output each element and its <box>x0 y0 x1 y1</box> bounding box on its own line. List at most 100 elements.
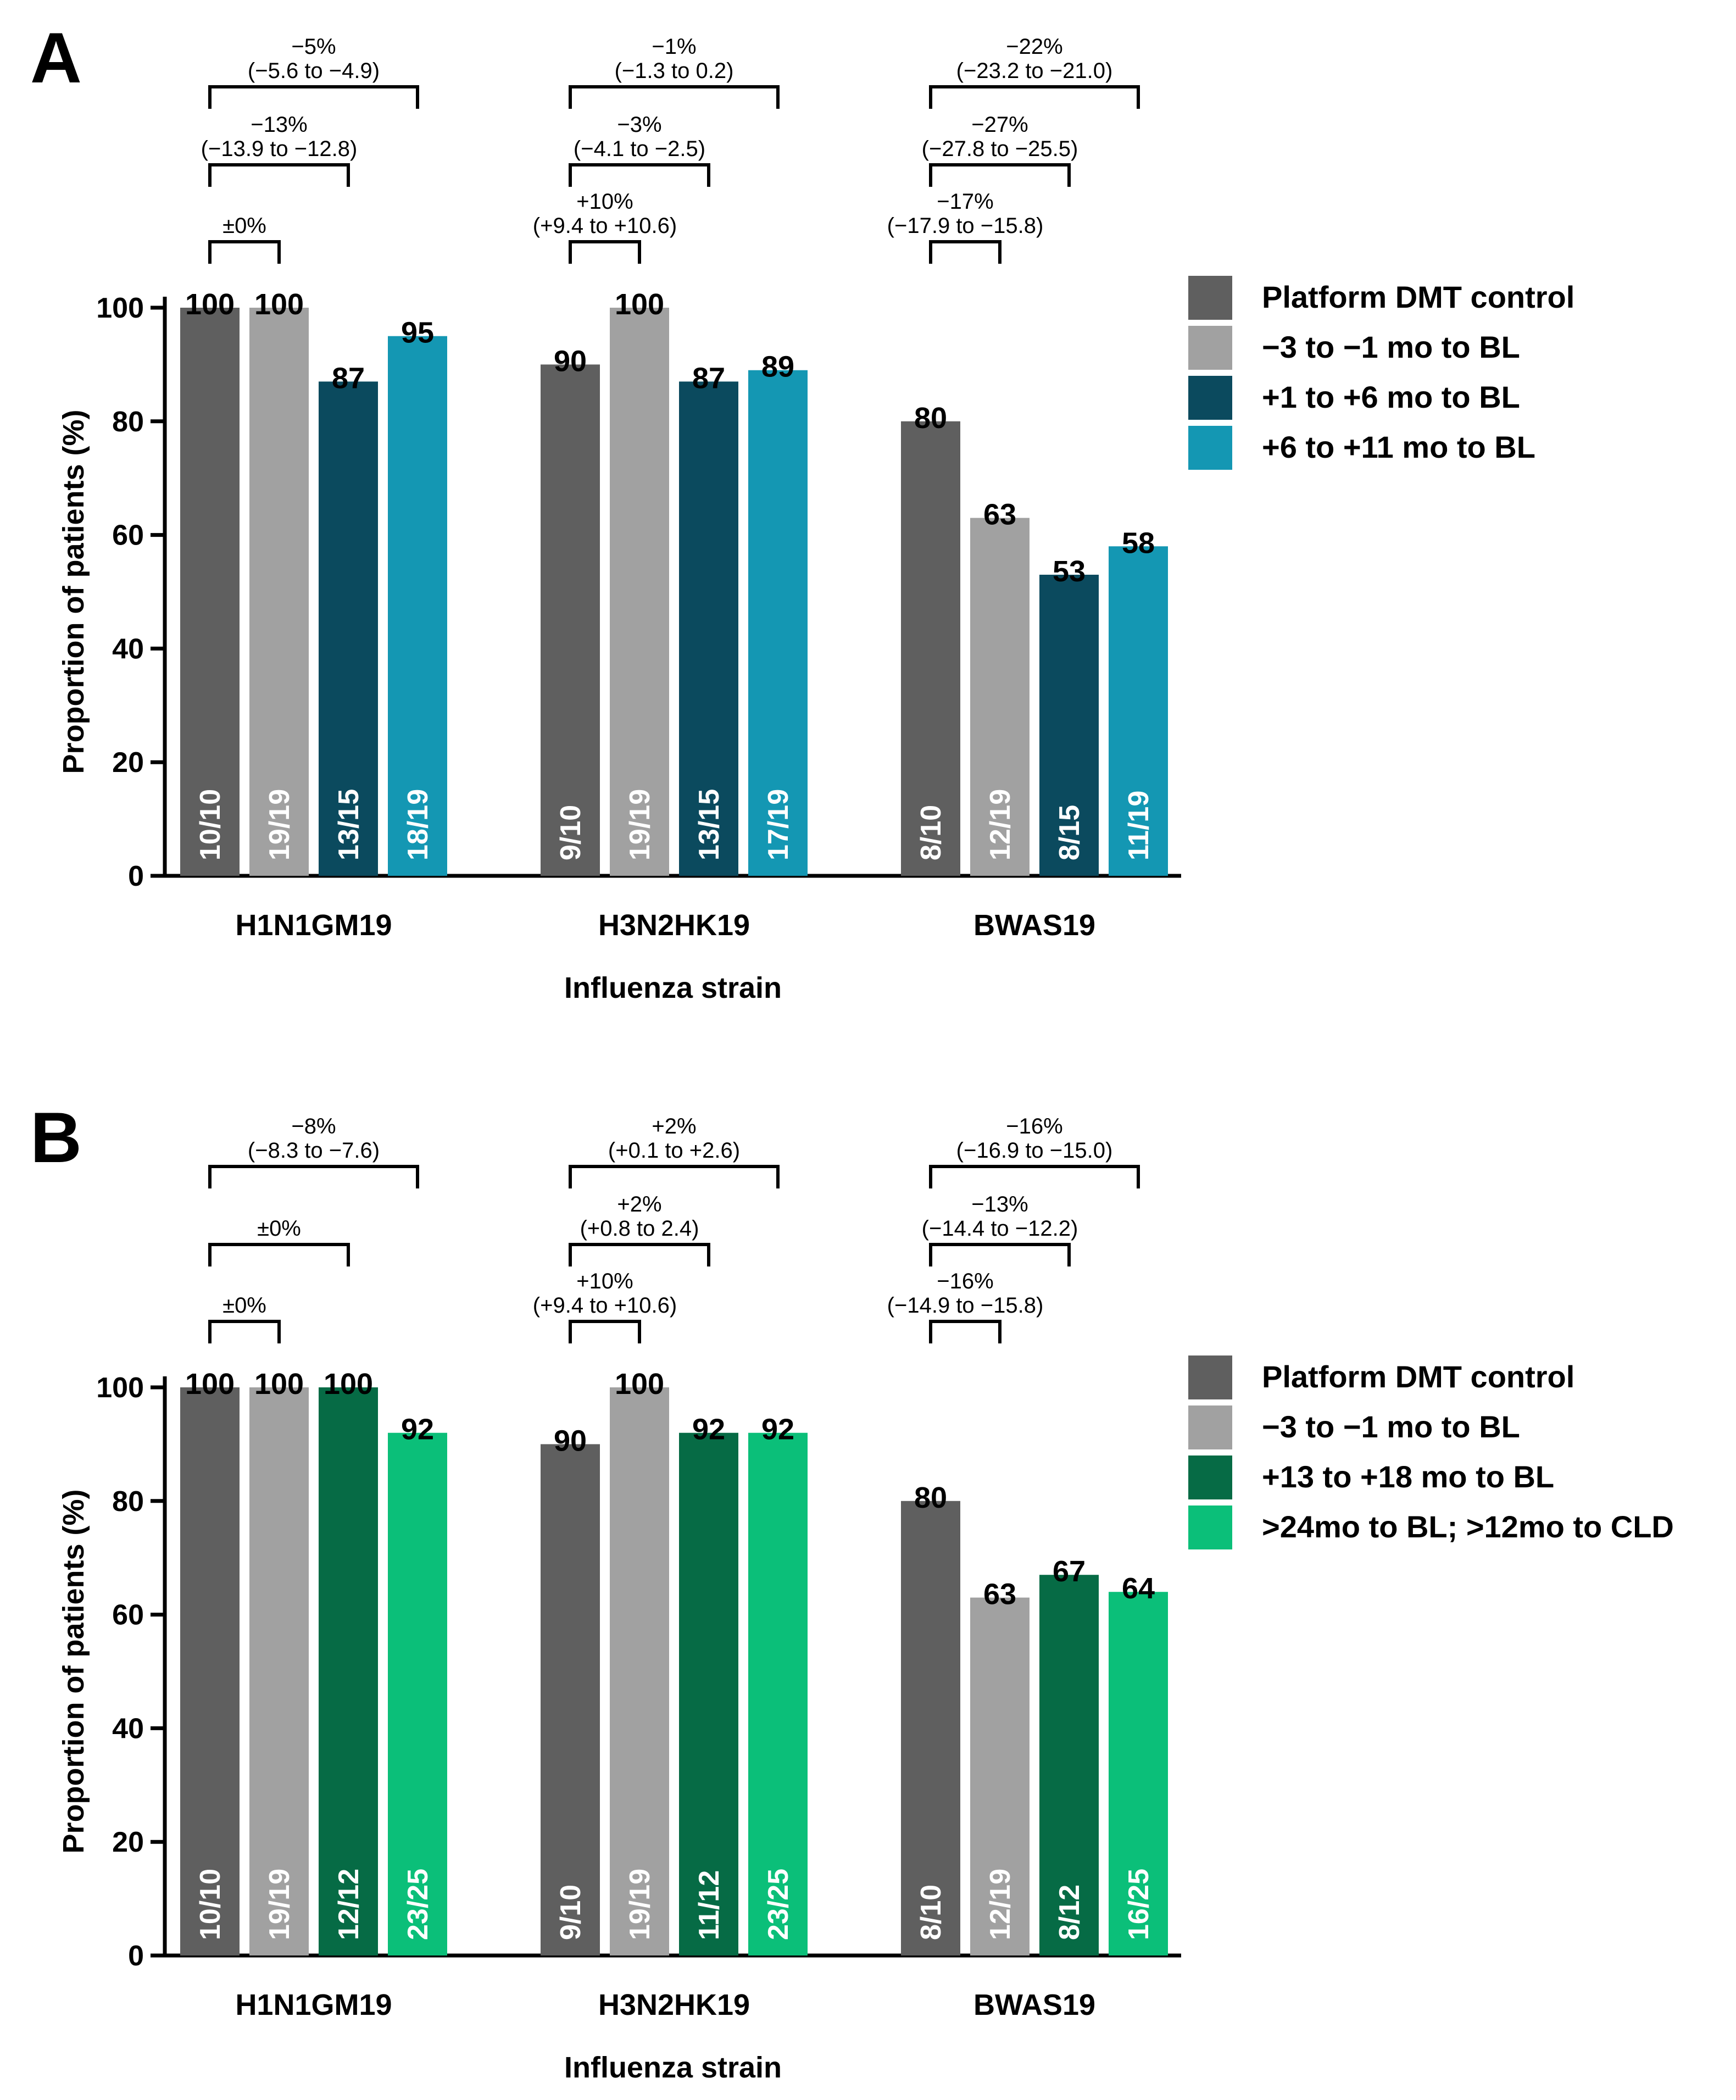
comparison-ci: (−16.9 to −15.0) <box>956 1138 1113 1163</box>
comparison-bracket <box>208 1320 281 1343</box>
comparison-ci: (+0.8 to 2.4) <box>580 1216 699 1241</box>
y-tick-label: 20 <box>112 1826 144 1858</box>
bar <box>388 336 447 876</box>
bar <box>970 1597 1030 1955</box>
bar <box>249 1387 309 1955</box>
y-tick-label: 0 <box>128 1940 144 1972</box>
bar-value-label: 92 <box>401 1413 434 1446</box>
category-label: H3N2HK19 <box>598 909 750 942</box>
bar <box>748 1432 808 1955</box>
comparison-percent: −1% <box>652 35 696 59</box>
y-tick-label: 80 <box>112 406 144 438</box>
comparison-percent: −22% <box>1006 35 1062 59</box>
bar-fraction-label: 19/19 <box>624 789 656 860</box>
bar-value-label: 92 <box>761 1413 794 1446</box>
bar-value-label: 100 <box>615 288 664 321</box>
bar <box>541 364 600 876</box>
legend-label: Platform DMT control <box>1262 280 1574 314</box>
comparison-percent: −8% <box>291 1114 336 1138</box>
y-axis-title: Proportion of patients (%) <box>57 1490 90 1854</box>
bar-fraction-label: 12/12 <box>333 1869 365 1940</box>
bar <box>319 1387 378 1955</box>
legend-swatch <box>1188 1355 1232 1399</box>
legend-label: −3 to −1 mo to BL <box>1262 330 1520 364</box>
bar-fraction-label: 11/12 <box>693 1870 725 1940</box>
bar <box>901 1501 960 1955</box>
bar-value-label: 58 <box>1122 526 1155 559</box>
legend-label: Platform DMT control <box>1262 1359 1574 1394</box>
bar-value-label: 100 <box>254 288 304 321</box>
bar-value-label: 80 <box>914 1481 947 1514</box>
panel-b: B 0 20 40 60 80 100 Proportion of patients (%) I… <box>30 1097 1674 2084</box>
comparison-ci: (−4.1 to −2.5) <box>574 137 705 161</box>
legend-label: >24mo to BL; >12mo to CLD <box>1262 1509 1674 1544</box>
category-label: H3N2HK19 <box>598 1988 750 2021</box>
bar-fraction-label: 13/15 <box>693 789 725 860</box>
comparison-bracket <box>569 1243 710 1266</box>
bar-fraction-label: 19/19 <box>264 1869 296 1940</box>
comparison-ci: (+9.4 to +10.6) <box>533 214 677 238</box>
bar-value-label: 64 <box>1122 1572 1155 1605</box>
comparison-ci: (−23.2 to −21.0) <box>956 59 1113 83</box>
y-tick-label: 100 <box>96 292 144 324</box>
comparison-ci: (−13.9 to −12.8) <box>201 137 358 161</box>
bar-fraction-label: 23/25 <box>763 1869 794 1940</box>
y-tick-label: 80 <box>112 1486 144 1518</box>
bar-fraction-label: 19/19 <box>264 789 296 860</box>
bar-fraction-label: 10/10 <box>194 1869 226 1940</box>
comparison-percent: +10% <box>576 190 633 214</box>
comparison-bracket <box>569 240 641 264</box>
bar-value-label: 100 <box>615 1368 664 1401</box>
bar <box>319 381 378 876</box>
comparison-bracket <box>929 1165 1140 1188</box>
x-axis-title: Influenza strain <box>564 2051 782 2084</box>
bar-value-label: 90 <box>554 1424 587 1457</box>
comparison-ci: (−17.9 to −15.8) <box>887 214 1044 238</box>
comparison-percent: ±0% <box>222 1293 266 1318</box>
comparison-percent: +2% <box>617 1192 661 1216</box>
comparison-percent: −5% <box>291 35 336 59</box>
comparison-bracket <box>569 163 710 187</box>
comparison-bracket <box>569 85 780 109</box>
bar-value-label: 100 <box>185 1368 235 1401</box>
comparison-ci: (−1.3 to 0.2) <box>615 59 734 83</box>
legend-swatch <box>1188 376 1232 420</box>
bar <box>249 308 309 876</box>
bar-fraction-label: 8/12 <box>1054 1885 1086 1940</box>
bar <box>748 370 808 876</box>
comparison-percent: −13% <box>971 1192 1028 1216</box>
comparison-percent: −16% <box>937 1269 993 1293</box>
bar-fraction-label: 12/19 <box>984 789 1016 860</box>
comparison-ci: (+0.1 to +2.6) <box>608 1138 740 1163</box>
comparison-bracket <box>208 1243 350 1266</box>
bar-value-label: 87 <box>692 362 725 395</box>
bar-fraction-label: 11/19 <box>1123 791 1155 860</box>
comparison-percent: ±0% <box>257 1216 301 1241</box>
bar <box>1109 546 1168 876</box>
bar-value-label: 63 <box>983 498 1016 531</box>
category-label: H1N1GM19 <box>235 1988 392 2021</box>
panel-letter: A <box>30 18 82 98</box>
legend-swatch <box>1188 1405 1232 1449</box>
bar-value-label: 100 <box>185 288 235 321</box>
comparison-percent: −16% <box>1006 1114 1062 1138</box>
legend-swatch <box>1188 1505 1232 1549</box>
bar-fraction-label: 12/19 <box>984 1869 1016 1940</box>
bar <box>901 421 960 876</box>
y-tick-label: 0 <box>128 860 144 892</box>
y-tick-label: 60 <box>112 1599 144 1631</box>
panel-a: A 0 20 40 60 80 100 Proportion of patients (%) I… <box>30 18 1574 1004</box>
bar <box>679 381 738 876</box>
bar-value-label: 53 <box>1053 555 1086 588</box>
comparison-bracket <box>929 1320 1001 1343</box>
comparison-percent: +10% <box>576 1269 633 1293</box>
y-tick-label: 40 <box>112 1713 144 1745</box>
y-tick-label: 40 <box>112 633 144 665</box>
y-axis-title: Proportion of patients (%) <box>57 410 90 774</box>
legend-label: +6 to +11 mo to BL <box>1262 430 1535 464</box>
comparison-percent: −3% <box>617 113 661 137</box>
comparison-bracket <box>929 1243 1071 1266</box>
y-tick-label: 20 <box>112 747 144 779</box>
bar-fraction-label: 13/15 <box>333 789 365 860</box>
